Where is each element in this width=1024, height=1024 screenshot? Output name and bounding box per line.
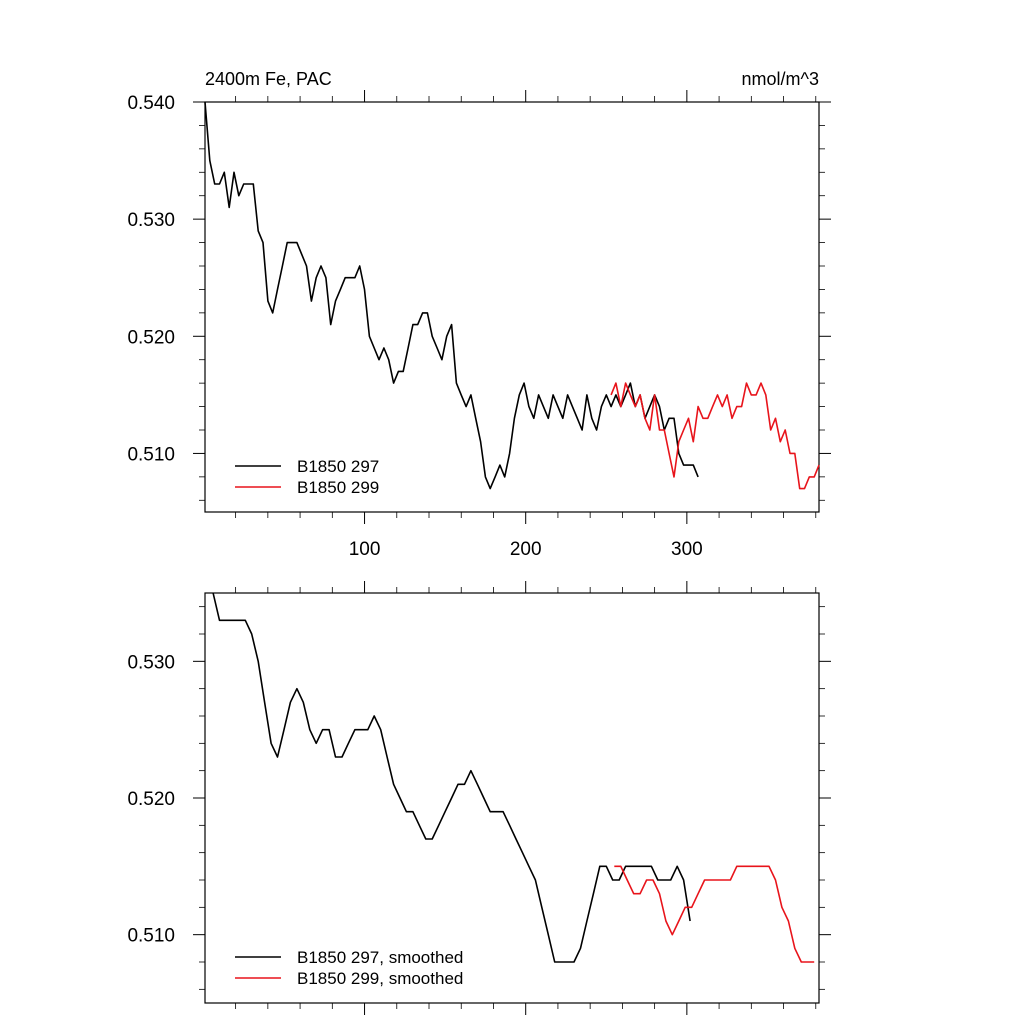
top-x-tick-label: 200 xyxy=(510,539,542,560)
top-legend-label-1: B1850 299 xyxy=(297,478,379,497)
bottom-y-tick-label: 0.510 xyxy=(127,926,175,947)
top-series xyxy=(204,101,820,490)
top-series-line-1 xyxy=(610,382,820,490)
top-x-tick-label: 100 xyxy=(349,539,381,560)
top-y-tick-label: 0.510 xyxy=(127,444,175,465)
top-plot-frame xyxy=(204,101,820,513)
top-ticks: 100 200 300 0.510 0.520 0.530 0.540 xyxy=(127,90,831,560)
bottom-series xyxy=(212,592,815,963)
top-y-tick-label: 0.520 xyxy=(127,327,175,348)
bottom-legend-label-1: B1850 299, smoothed xyxy=(297,969,463,988)
top-chart-units: nmol/m^3 xyxy=(742,69,819,89)
bottom-legend: B1850 297, smoothed B1850 299, smoothed xyxy=(235,948,463,988)
top-legend-label-0: B1850 297 xyxy=(297,457,379,476)
top-x-tick-label: 300 xyxy=(671,539,703,560)
top-y-tick-label: 0.530 xyxy=(127,210,175,231)
bottom-legend-label-0: B1850 297, smoothed xyxy=(297,948,463,967)
bottom-series-line-0 xyxy=(212,592,691,963)
bottom-series-line-1 xyxy=(614,865,815,963)
top-y-tick-label: 0.540 xyxy=(127,93,175,114)
bottom-y-tick-label: 0.520 xyxy=(127,789,175,810)
bottom-y-tick-label: 0.530 xyxy=(127,652,175,673)
top-series-line-0 xyxy=(204,101,699,490)
top-chart-title: 2400m Fe, PAC xyxy=(205,69,332,89)
bottom-plot-frame xyxy=(204,592,820,1004)
top-panel: 100 200 300 0.510 0.520 0.530 0.540 2400m Fe, … xyxy=(127,69,831,560)
top-legend: B1850 297 B1850 299 xyxy=(235,457,379,497)
bottom-ticks: 0.510 0.520 0.530 xyxy=(127,581,831,1015)
